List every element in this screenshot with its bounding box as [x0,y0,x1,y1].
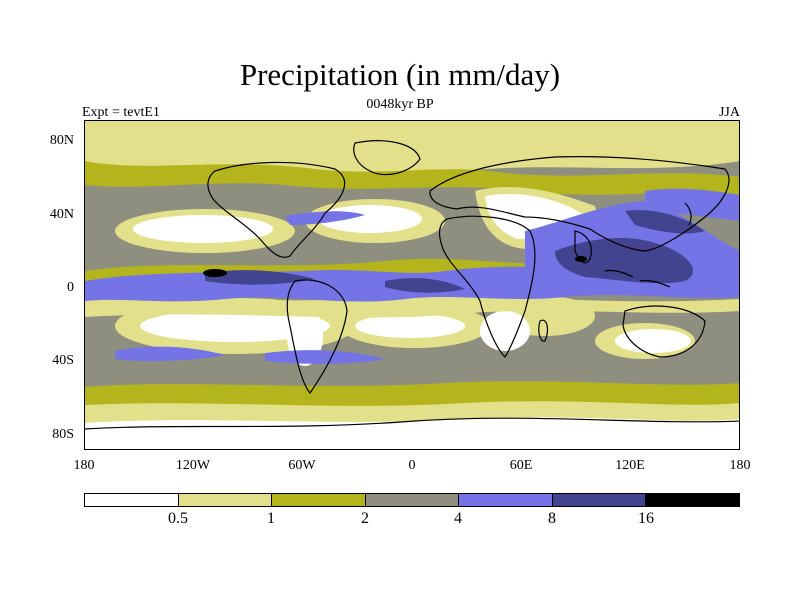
lat-label-80s: 80S [52,427,74,442]
npac-dry [133,215,273,243]
colorbar-segment-1 [178,494,273,506]
lon-label-60e: 60E [509,458,533,473]
arctic-band [85,121,739,174]
colorbar-label-4: 4 [454,510,462,527]
monsoon-darkblue [555,237,694,284]
colorbar-segment-4 [459,494,553,506]
colorbar-segment-5 [552,494,647,506]
lon-label-0: 0 [408,458,416,473]
satl-dry [355,314,465,338]
lat-label-80n: 80N [49,133,74,148]
precipitation-map [84,120,740,450]
lon-label-180e: 180 [729,458,751,473]
lon-label-60w: 60W [288,458,316,473]
antarctic-low [85,399,739,423]
map-svg [85,121,739,449]
australia-dry [615,329,691,353]
arctic-mid-band [85,161,739,195]
lon-label-120w: 120W [175,458,211,473]
plot-title: Precipitation (in mm/day) [239,57,561,92]
lat-label-40s: 40S [52,353,74,368]
lon-label-180w: 180 [73,458,95,473]
colorbar-segment-3 [365,494,460,506]
experiment-label: Expt = tevtE1 [82,105,160,120]
colorbar-segment-6 [646,494,740,506]
colorbar-segment-2 [272,494,366,506]
colorbar-label-0-5: 0.5 [168,510,188,527]
itcz-max [203,269,227,277]
season-label: JJA [718,105,740,120]
plot-subtitle: 0048kyr BP [366,97,434,112]
colorbar-label-16: 16 [638,510,654,527]
lat-label-40n: 40N [49,207,74,222]
itcz-darkblue [205,270,315,285]
safrica-dry [480,311,530,351]
colorbar-label-1: 1 [267,510,275,527]
antarctic-dry [85,415,739,449]
colorbar-label-2: 2 [361,510,369,527]
colorbar [84,493,740,507]
spac-dry [140,310,330,342]
lon-label-120e: 120E [615,458,645,473]
southern-mid-band [85,381,739,406]
lat-label-0: 0 [67,280,74,295]
colorbar-segment-0 [85,494,179,506]
colorbar-label-8: 8 [548,510,556,527]
coastlines [85,140,739,430]
